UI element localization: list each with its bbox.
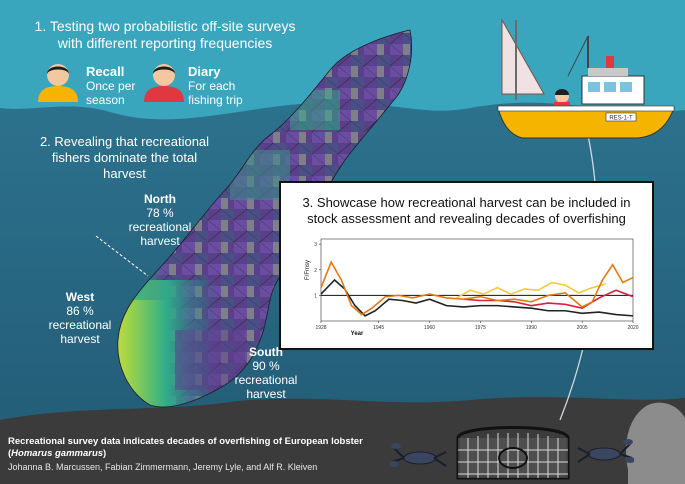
step2-line1: 2. Revealing that recreational bbox=[39, 134, 210, 149]
step1-title-line1: 1. Testing two probabilistic off-site su… bbox=[34, 18, 296, 34]
region-south: South 90 % recreational harvest bbox=[216, 345, 316, 401]
region-south-l2: harvest bbox=[246, 387, 286, 401]
chart-series-line-2 bbox=[463, 289, 634, 310]
step3-chart-box: 3. Showcase how recreational harvest can… bbox=[279, 181, 654, 350]
chart-y-tick-label: 3 bbox=[314, 242, 317, 248]
lobster-trap-icon bbox=[456, 426, 570, 480]
region-north-l2: harvest bbox=[140, 234, 180, 248]
recall-description: Once per season bbox=[86, 79, 136, 107]
chart-series-line-1 bbox=[456, 281, 607, 299]
diary-label: Diary bbox=[188, 64, 221, 79]
chart-y-tick-label: 2 bbox=[314, 268, 317, 274]
region-south-l1: recreational bbox=[234, 373, 298, 387]
citation-title-text: Recreational survey data indicates decad… bbox=[8, 436, 363, 447]
fishing-boat-illustration: RES-1-T bbox=[497, 18, 675, 139]
step3-title-line1: 3. Showcase how recreational harvest can… bbox=[302, 195, 631, 210]
region-west-l1: recreational bbox=[48, 318, 112, 332]
citation-title: Recreational survey data indicates decad… bbox=[8, 436, 408, 460]
chart-y-tick-label: 1 bbox=[314, 293, 317, 299]
f-fmsy-chart: 1928 1945 1960 1975 1990 2005 2020 1 2 3 Year F/Fms… bbox=[305, 238, 639, 337]
citation-paren-close: ) bbox=[103, 448, 107, 459]
chart-x-tick-label: 2005 bbox=[577, 325, 588, 331]
step1-title-line2: with different reporting frequencies bbox=[57, 35, 273, 51]
region-west: West 86 % recreational harvest bbox=[30, 290, 130, 346]
region-north-name: North bbox=[144, 192, 176, 206]
region-south-pct: 90 % bbox=[252, 359, 280, 373]
diary-description-line2: fishing trip bbox=[188, 93, 243, 107]
region-west-name: West bbox=[65, 290, 95, 304]
recall-person-icon bbox=[38, 64, 78, 102]
chart-x-axis-label: Year bbox=[351, 331, 364, 337]
citation-species: Homarus gammarus bbox=[11, 448, 104, 459]
chart-series-line-3 bbox=[320, 260, 634, 316]
region-north-pct: 78 % bbox=[146, 206, 174, 220]
chart-x-tick-label: 1990 bbox=[526, 325, 537, 331]
chart-series-line-0 bbox=[320, 278, 634, 317]
step2-text: 2. Revealing that recreational fishers d… bbox=[22, 134, 227, 182]
recall-label: Recall bbox=[86, 64, 125, 79]
citation-paren-open: ( bbox=[8, 448, 12, 459]
region-north: North 78 % recreational harvest bbox=[110, 192, 210, 248]
lobster-left-icon bbox=[390, 443, 447, 467]
diary-person-icon bbox=[144, 64, 184, 102]
region-west-l2: harvest bbox=[60, 332, 100, 346]
region-west-pct: 86 % bbox=[66, 304, 94, 318]
seabed-rock bbox=[626, 402, 685, 484]
step2-line2: fishers dominate the total bbox=[51, 150, 198, 165]
step3-title-line2: stock assessment and revealing decades o… bbox=[307, 211, 626, 226]
region-north-l1: recreational bbox=[128, 220, 192, 234]
chart-x-tick-label: 1945 bbox=[373, 325, 384, 331]
chart-plot-area bbox=[320, 238, 634, 322]
citation-authors: Johanna B. Marcussen, Fabian Zimmermann,… bbox=[8, 462, 318, 472]
diary-description-line1: For each bbox=[188, 79, 236, 93]
step1-title: 1. Testing two probabilistic off-site su… bbox=[20, 18, 310, 52]
chart-x-tick-label: 1975 bbox=[475, 325, 486, 331]
boat-registration: RES-1-T bbox=[609, 116, 633, 122]
step3-title: 3. Showcase how recreational harvest can… bbox=[281, 195, 652, 227]
chart-x-tick-label: 1960 bbox=[424, 325, 435, 331]
diary-description: For each fishing trip bbox=[188, 79, 268, 107]
chart-x-tick-label: 2020 bbox=[627, 325, 638, 331]
lobster-right-icon bbox=[577, 439, 634, 463]
chart-y-axis-label: F/Fmsy bbox=[305, 260, 311, 280]
chart-x-tick-label: 1928 bbox=[315, 325, 326, 331]
region-south-name: South bbox=[249, 345, 283, 359]
step2-line3: harvest bbox=[103, 166, 146, 181]
citation: Recreational survey data indicates decad… bbox=[8, 436, 408, 473]
